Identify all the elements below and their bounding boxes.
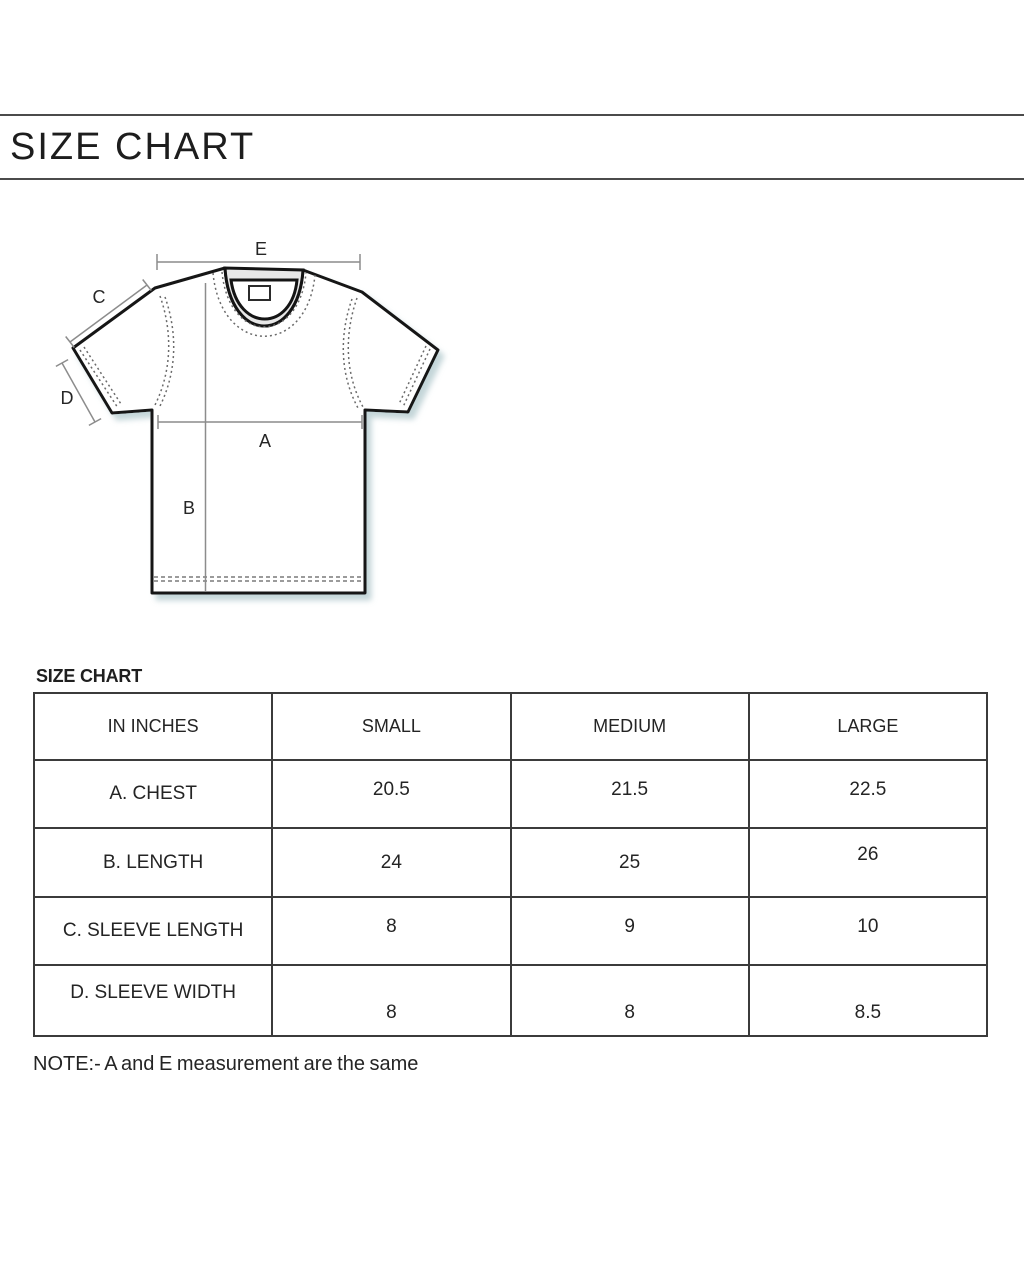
- table-cell: 25: [509, 827, 750, 898]
- column-header-large: LARGE: [747, 692, 989, 761]
- column-header-medium: MEDIUM: [509, 692, 750, 761]
- measure-line-d: [61, 362, 96, 423]
- measure-label-b: B: [183, 498, 195, 518]
- table-cell: 8.5: [747, 964, 989, 1037]
- row-label-length: B. LENGTH: [32, 827, 274, 898]
- page-title: SIZE CHART: [10, 125, 256, 168]
- measure-label-e: E: [255, 239, 267, 259]
- page-header: SIZE CHART: [0, 114, 1024, 180]
- cell-value: 22.5: [849, 779, 887, 800]
- cell-value: 26: [857, 843, 879, 865]
- table-row-chest: A. CHEST 20.5 21.5 22.5: [32, 759, 989, 829]
- column-header-small: SMALL: [271, 692, 512, 761]
- row-label-text: D. SLEEVE WIDTH: [70, 981, 236, 1003]
- row-label-sleeve-width: D. SLEEVE WIDTH: [32, 964, 274, 1037]
- armhole-stitch-left-1: [153, 295, 170, 408]
- cell-value: 10: [857, 916, 879, 937]
- note-text: NOTE:- A and E measurement are the same: [33, 1053, 419, 1075]
- table-cell: 24: [271, 827, 512, 898]
- table-header-row: IN INCHES SMALL MEDIUM LARGE: [32, 692, 989, 761]
- cell-value: 20.5: [372, 779, 410, 800]
- collar-stitch-inner: [221, 271, 307, 328]
- table-cell: 26: [747, 827, 989, 898]
- table-cell: 21.5: [509, 759, 750, 829]
- table-caption: SIZE CHART: [36, 666, 143, 686]
- measure-tick: [88, 417, 102, 427]
- measure-line-c: [69, 284, 148, 343]
- row-label-chest: A. CHEST: [32, 759, 274, 829]
- measure-label-a: A: [259, 431, 271, 451]
- measure-label-c: C: [93, 287, 106, 307]
- measure-tick: [142, 279, 152, 291]
- table-row-sleeve-length: C. SLEEVE LENGTH 8 9 10: [32, 896, 989, 966]
- column-header-in-inches: IN INCHES: [32, 692, 274, 761]
- row-label-sleeve-length: C. SLEEVE LENGTH: [32, 896, 274, 966]
- cell-value: 21.5: [611, 779, 649, 800]
- measure-tick: [55, 358, 69, 368]
- collar-tag: [248, 285, 271, 301]
- armhole-stitch-right-1: [347, 297, 364, 408]
- size-table: IN INCHES SMALL MEDIUM LARGE A. CHEST 20…: [32, 692, 989, 1037]
- table-cell: 8: [271, 964, 512, 1037]
- table-cell: 9: [509, 896, 750, 966]
- armhole-stitch-left-2: [158, 296, 175, 409]
- cell-value: 8: [624, 1001, 635, 1023]
- sleeve-hem-left-1: [79, 349, 119, 409]
- table-cell: 8: [271, 896, 512, 966]
- sleeve-hem-right-1: [402, 348, 431, 408]
- table-cell: 22.5: [747, 759, 989, 829]
- measure-label-d: D: [61, 388, 74, 408]
- cell-value: 8.5: [854, 1001, 882, 1023]
- table-cell: 20.5: [271, 759, 512, 829]
- table-row-length: B. LENGTH 24 25 26: [32, 827, 989, 898]
- table-row-sleeve-width: D. SLEEVE WIDTH 8 8 8.5: [32, 964, 989, 1037]
- sleeve-hem-right-2: [398, 345, 427, 405]
- table-cell: 8: [509, 964, 750, 1037]
- table-cell: 10: [747, 896, 989, 966]
- cell-value: 8: [386, 1001, 397, 1023]
- size-table-section: SIZE CHART IN INCHES SMALL MEDIUM LARGE …: [32, 666, 989, 1037]
- tshirt-diagram: E C D A B: [55, 239, 440, 595]
- sleeve-hem-left-2: [83, 346, 122, 405]
- cell-value: 24: [380, 851, 402, 873]
- cell-value: 8: [386, 916, 397, 937]
- cell-value: 25: [619, 851, 641, 873]
- armhole-stitch-right-2: [342, 298, 359, 409]
- cell-value: 9: [624, 916, 635, 937]
- measure-tick: [65, 336, 75, 348]
